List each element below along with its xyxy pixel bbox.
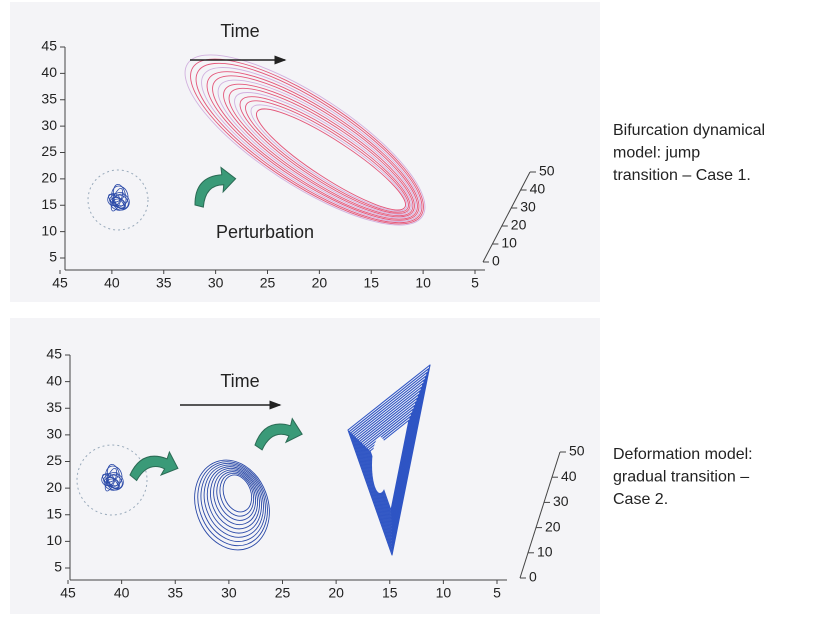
bottom-tick-label: 40 [114,585,130,601]
depth-tick-label: 0 [492,253,500,269]
figure: 4540353025201510545403530252015105504030… [0,0,818,618]
bottom-tick-label: 15 [382,585,398,601]
left-tick-label: 25 [46,452,62,468]
left-tick-label: 40 [41,64,57,80]
left-tick-label: 5 [54,559,62,575]
depth-tick-label: 30 [553,493,569,509]
caption-line: transition – Case 1. [613,167,751,184]
bottom-tick-label: 10 [436,585,452,601]
depth-tick-label: 40 [561,468,577,484]
left-tick-label: 20 [41,170,57,186]
bottom-tick-label: 35 [167,585,183,601]
depth-tick-label: 0 [529,569,537,585]
bottom-tick-label: 25 [260,275,276,291]
bottom-tick-label: 35 [156,275,172,291]
depth-tick-label: 30 [520,199,536,215]
left-tick-label: 10 [46,532,62,548]
caption-line: Deformation model: [613,446,753,463]
time-label: Time [220,371,259,391]
depth-tick-label: 10 [501,235,517,251]
annotation: Perturbation [216,222,314,242]
bottom-tick-label: 15 [363,275,379,291]
left-tick-label: 45 [41,38,57,54]
panel-background [10,318,600,614]
depth-tick-label: 50 [539,163,555,179]
bottom-tick-label: 40 [104,275,120,291]
bottom-tick-label: 20 [312,275,328,291]
bottom-tick-label: 10 [415,275,431,291]
left-tick-label: 25 [41,143,57,159]
left-tick-label: 35 [41,90,57,106]
attractor-hole [372,437,388,493]
depth-tick-label: 20 [545,518,561,534]
caption-line: model: jump [613,145,700,162]
left-tick-label: 30 [46,426,62,442]
bottom-tick-label: 30 [221,585,237,601]
left-tick-label: 30 [41,117,57,133]
left-tick-label: 35 [46,399,62,415]
left-tick-label: 45 [46,346,62,362]
caption-line: Case 2. [613,491,668,508]
caption-line: Bifurcation dynamical [613,122,765,139]
depth-tick-label: 50 [569,443,585,459]
depth-tick-label: 20 [511,217,527,233]
bottom-tick-label: 25 [275,585,291,601]
panel-background [10,2,600,302]
bottom-tick-label: 45 [60,585,76,601]
bottom-tick-label: 5 [471,275,479,291]
caption-line: gradual transition – [613,469,749,486]
left-tick-label: 10 [41,222,57,238]
time-label: Time [220,21,259,41]
left-tick-label: 15 [46,505,62,521]
page: 4540353025201510545403530252015105504030… [0,0,818,618]
left-tick-label: 15 [41,196,57,212]
depth-tick-label: 40 [530,181,546,197]
left-tick-label: 40 [46,372,62,388]
left-tick-label: 20 [46,479,62,495]
bottom-tick-label: 45 [52,275,68,291]
left-tick-label: 5 [49,249,57,265]
bottom-tick-label: 5 [493,585,501,601]
bottom-tick-label: 20 [328,585,344,601]
bottom-tick-label: 30 [208,275,224,291]
depth-tick-label: 10 [537,544,553,560]
